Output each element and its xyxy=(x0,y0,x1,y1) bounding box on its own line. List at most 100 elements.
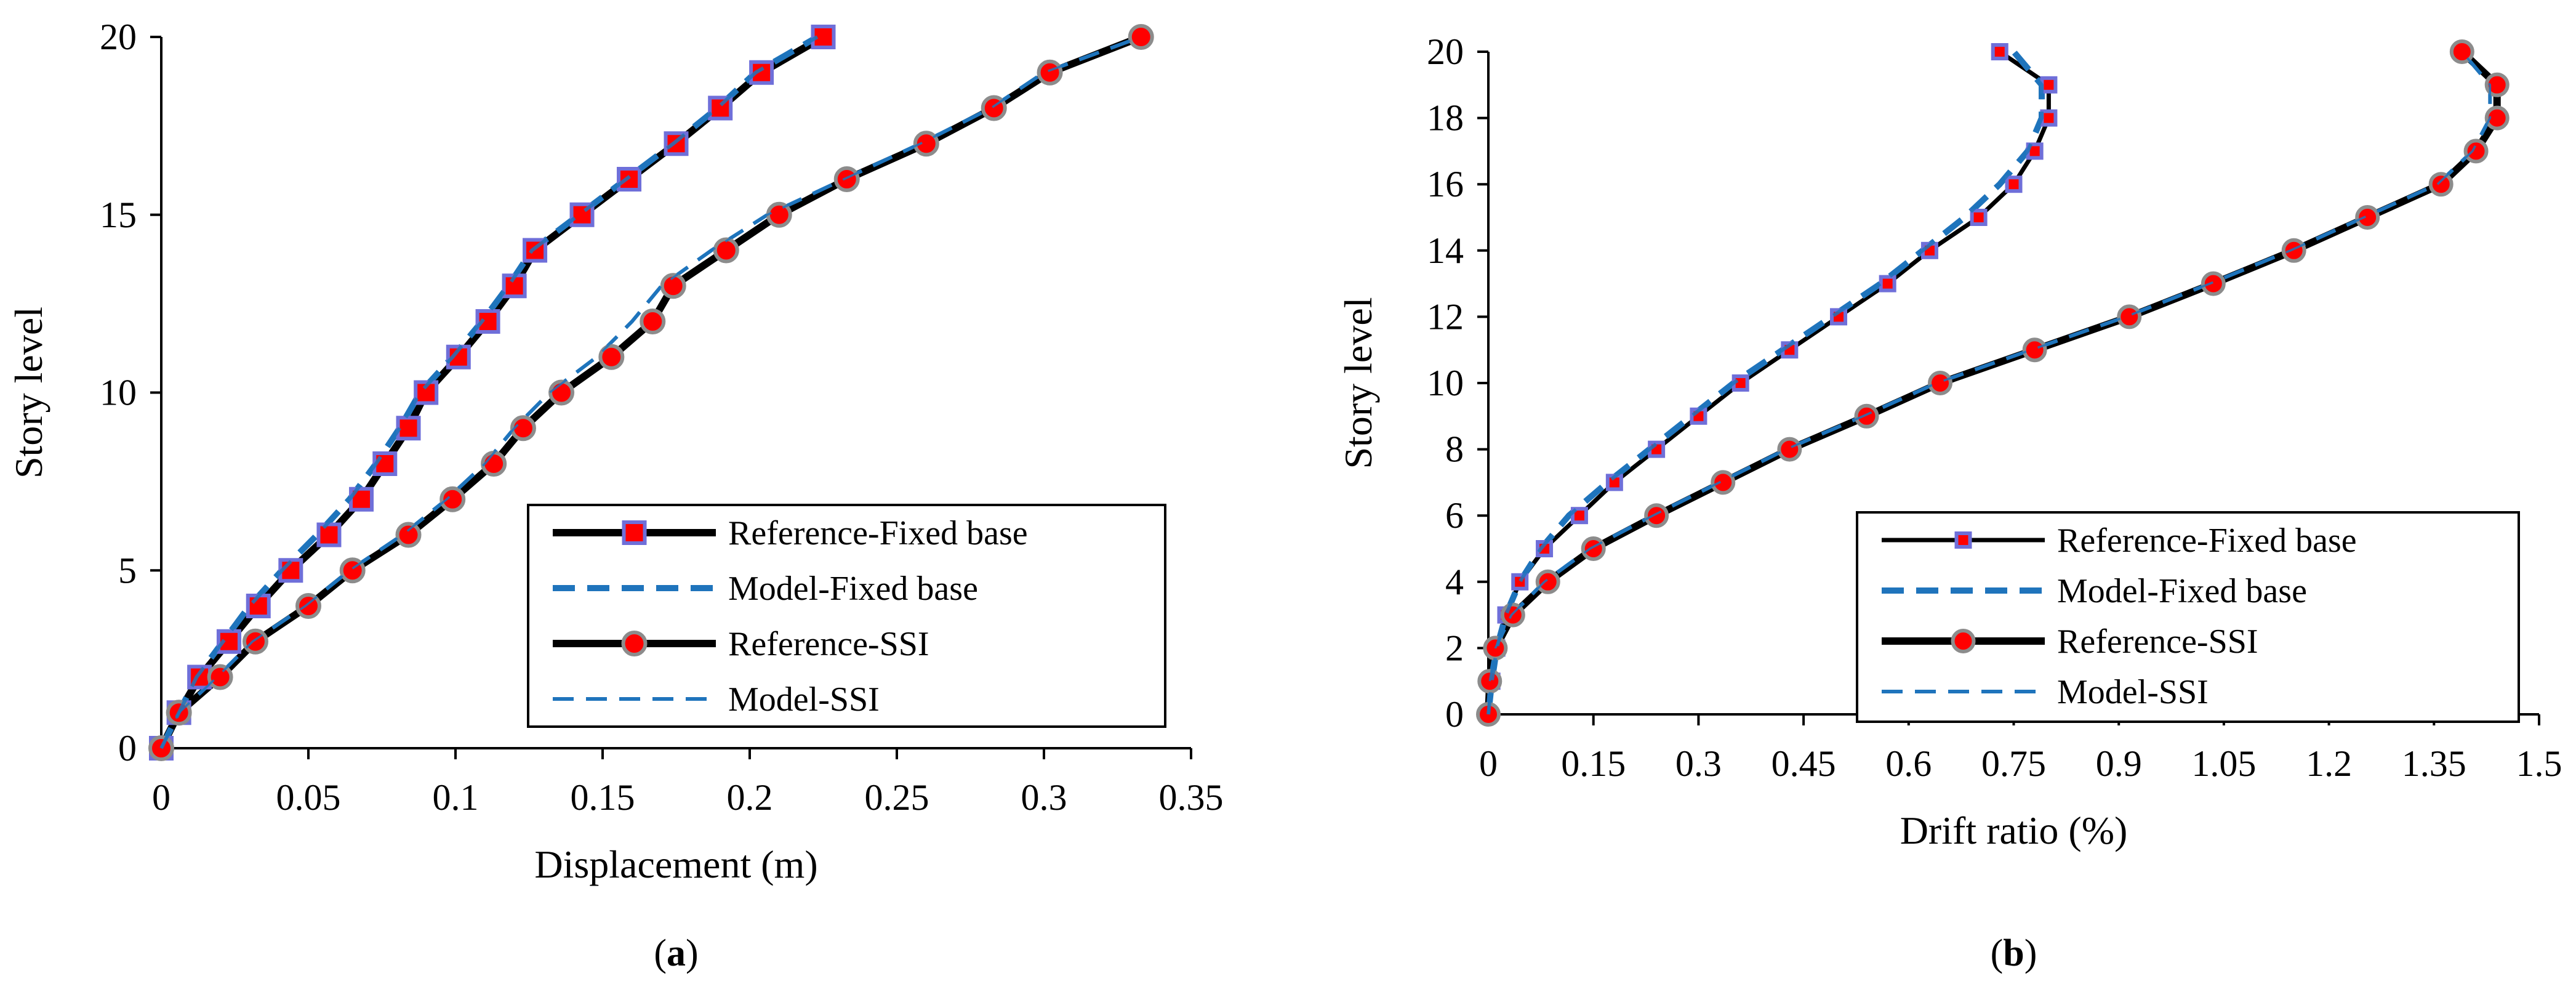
legend-label: Reference-Fixed base xyxy=(2057,522,2357,560)
legend-label: Reference-SSI xyxy=(2057,623,2258,661)
y-tick-label: 0 xyxy=(1445,694,1464,735)
caption-close-paren: ) xyxy=(686,932,699,974)
data-point-circle xyxy=(1581,536,1606,561)
series-line-overlay xyxy=(1487,50,2492,715)
x-tick-label: 0.05 xyxy=(276,777,341,818)
y-tick-label: 0 xyxy=(118,728,137,769)
caption-letter: b xyxy=(2003,932,2024,974)
data-point-square xyxy=(2040,109,2058,127)
data-point-square xyxy=(396,416,421,441)
y-axis-title: Story level xyxy=(7,307,50,478)
data-point-circle xyxy=(207,664,233,690)
legend-swatch-square xyxy=(622,520,647,545)
y-tick-label: 15 xyxy=(100,195,137,235)
x-tick-label: 0.3 xyxy=(1675,743,1722,784)
x-tick-label: 0.2 xyxy=(727,777,773,818)
legend-label: Model-Fixed base xyxy=(728,570,978,608)
legend-label: Model-Fixed base xyxy=(2057,572,2307,610)
data-point-circle xyxy=(640,309,666,334)
x-tick-label: 1.2 xyxy=(2306,743,2352,784)
y-tick-label: 5 xyxy=(118,550,137,591)
x-tick-label: 0 xyxy=(1479,743,1498,784)
x-tick-label: 1.35 xyxy=(2402,743,2466,784)
data-point-circle xyxy=(913,131,939,157)
data-point-circle xyxy=(242,628,268,655)
data-point-circle xyxy=(2449,39,2474,64)
caption-close-paren: ) xyxy=(2024,932,2037,974)
data-point-square xyxy=(2005,176,2023,193)
x-tick-label: 0.45 xyxy=(1772,743,1836,784)
data-point-circle xyxy=(2117,304,2142,329)
legend-swatch-circle xyxy=(1951,629,1976,653)
data-point-circle xyxy=(1128,24,1154,50)
caption-open-paren: ( xyxy=(1991,932,2004,974)
data-point-square xyxy=(316,522,342,547)
panel-caption: (b) xyxy=(1991,932,2037,974)
x-tick-label: 0.1 xyxy=(433,777,479,818)
y-axis-title: Story level xyxy=(1336,297,1380,469)
y-tick-label: 12 xyxy=(1427,296,1464,337)
data-point-square xyxy=(1570,507,1588,525)
legend-label: Model-SSI xyxy=(728,680,880,719)
y-tick-label: 14 xyxy=(1427,230,1464,271)
legend-label: Reference-SSI xyxy=(728,625,929,663)
data-point-circle xyxy=(2201,271,2226,296)
data-point-circle xyxy=(1037,59,1063,86)
data-point-circle xyxy=(510,415,536,442)
data-point-circle xyxy=(766,201,792,228)
legend: Reference-Fixed base Model-Fixed base Refe… xyxy=(1856,511,2520,723)
data-point-circle xyxy=(395,522,422,548)
data-point-circle xyxy=(1777,437,1802,462)
data-point-circle xyxy=(1477,669,1503,694)
x-tick-label: 0.25 xyxy=(865,777,929,818)
y-tick-label: 6 xyxy=(1445,495,1464,536)
legend-swatch-circle xyxy=(621,631,648,656)
y-tick-label: 20 xyxy=(100,17,137,57)
data-point-circle xyxy=(1928,371,1953,395)
x-axis-title: Drift ratio (%) xyxy=(1900,809,2128,852)
data-point-square xyxy=(1991,43,2008,60)
data-point-circle xyxy=(2484,105,2510,131)
y-tick-label: 8 xyxy=(1445,429,1464,470)
data-point-circle xyxy=(2463,139,2489,164)
x-tick-label: 0.3 xyxy=(1021,777,1067,818)
legend-label: Reference-Fixed base xyxy=(728,514,1028,552)
y-tick-label: 16 xyxy=(1427,164,1464,204)
x-tick-label: 1.5 xyxy=(2516,743,2562,784)
data-point-square xyxy=(569,202,595,227)
data-point-circle xyxy=(598,344,625,370)
data-point-circle xyxy=(1644,503,1669,528)
data-point-circle xyxy=(833,166,860,192)
data-point-circle xyxy=(439,486,466,512)
x-tick-label: 1.05 xyxy=(2191,743,2256,784)
data-point-circle xyxy=(1854,403,1879,429)
data-point-square xyxy=(1970,209,1988,226)
x-tick-label: 0.6 xyxy=(1885,743,1932,784)
x-tick-label: 0.15 xyxy=(1561,743,1626,784)
data-point-circle xyxy=(1711,470,1736,495)
x-tick-label: 0.75 xyxy=(1981,743,2046,784)
data-point-circle xyxy=(1535,569,1560,594)
data-point-square xyxy=(502,273,527,299)
data-point-circle xyxy=(2022,337,2047,363)
y-tick-label: 10 xyxy=(1427,363,1464,403)
y-tick-label: 20 xyxy=(1427,31,1464,72)
x-tick-label: 0.9 xyxy=(2096,743,2142,784)
chart-a: 0 0.05 0.1 0.15 0.2 0.25 0.3 0.35 0 5 10 15 20 Displa… xyxy=(7,17,1224,974)
x-tick-label: 0.15 xyxy=(571,777,635,818)
x-axis-title: Displacement (m) xyxy=(534,842,817,886)
data-point-square xyxy=(1879,275,1896,293)
series-line-overlay xyxy=(1487,50,2044,715)
data-point-circle xyxy=(2355,205,2380,230)
x-tick-label: 0.35 xyxy=(1159,777,1224,818)
data-point-circle xyxy=(2281,238,2306,263)
data-point-circle xyxy=(2484,72,2510,97)
y-tick-label: 18 xyxy=(1427,98,1464,139)
legend-swatch-square xyxy=(1954,531,1972,549)
legend: Reference-Fixed base Model-Fixed base Refe… xyxy=(527,504,1166,728)
caption-letter: a xyxy=(667,932,686,974)
chart-b: 0 0.15 0.3 0.45 0.6 0.75 0.9 1.05 1.2 1.35 1.5 0 2 4 6… xyxy=(1336,31,2562,974)
caption-open-paren: ( xyxy=(654,932,667,974)
data-point-circle xyxy=(2428,172,2454,197)
